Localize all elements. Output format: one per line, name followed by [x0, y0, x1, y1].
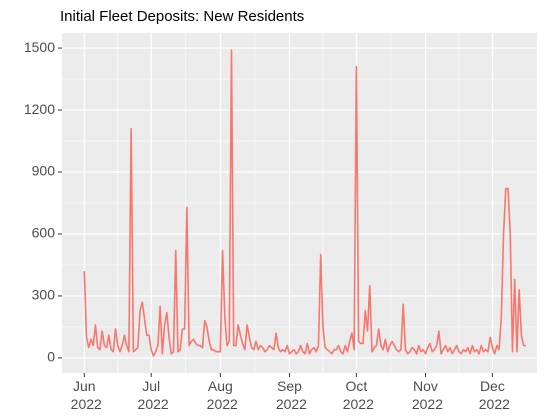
x-tick-label: Aug 2022 — [203, 378, 238, 412]
y-tick-label: 1500 — [24, 39, 55, 55]
y-tick-label: 300 — [32, 287, 56, 303]
x-tick-label: Dec 2022 — [475, 378, 510, 412]
y-tick-label: 0 — [47, 349, 55, 365]
y-tick-label: 1200 — [24, 101, 55, 117]
x-tick-label: Oct 2022 — [339, 378, 374, 412]
x-tick-label: Jun 2022 — [67, 378, 102, 412]
y-tick-label: 600 — [32, 225, 56, 241]
chart-title: Initial Fleet Deposits: New Residents — [60, 8, 304, 25]
x-tick-label: Nov 2022 — [408, 378, 443, 412]
x-tick-label: Jul 2022 — [134, 378, 169, 412]
x-tick-label: Sep 2022 — [272, 378, 307, 412]
data-line — [83, 49, 526, 357]
y-tick-label: 900 — [32, 163, 56, 179]
